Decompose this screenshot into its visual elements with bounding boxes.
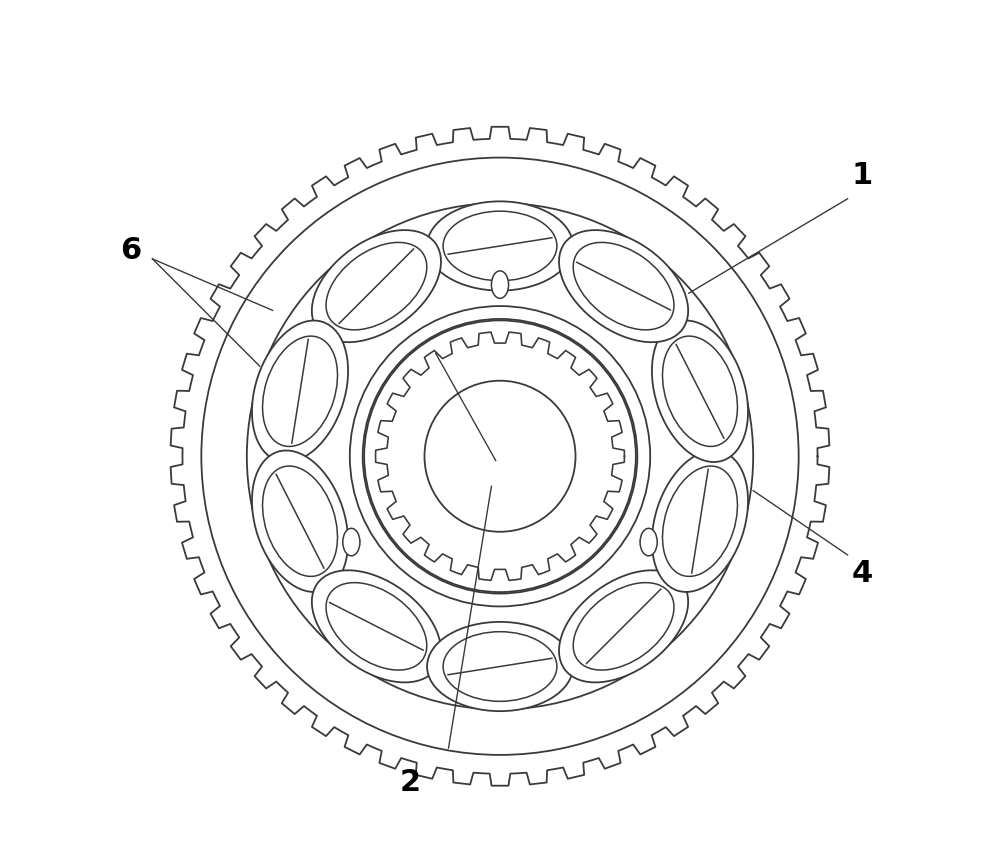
Text: 4: 4: [852, 560, 873, 588]
Ellipse shape: [312, 230, 441, 342]
Ellipse shape: [263, 336, 338, 447]
Ellipse shape: [263, 466, 338, 576]
Ellipse shape: [252, 450, 348, 592]
Ellipse shape: [252, 320, 348, 462]
Ellipse shape: [427, 622, 573, 711]
Ellipse shape: [573, 243, 674, 330]
Ellipse shape: [491, 271, 509, 298]
Ellipse shape: [312, 570, 441, 683]
Ellipse shape: [343, 529, 360, 556]
Ellipse shape: [559, 230, 688, 342]
Ellipse shape: [573, 583, 674, 670]
Text: 6: 6: [120, 236, 142, 265]
Ellipse shape: [662, 466, 737, 576]
Ellipse shape: [640, 529, 657, 556]
Ellipse shape: [427, 201, 573, 291]
Ellipse shape: [443, 632, 557, 702]
Text: 1: 1: [852, 161, 873, 190]
Ellipse shape: [326, 583, 427, 670]
Ellipse shape: [652, 450, 748, 592]
Text: 2: 2: [399, 768, 420, 797]
Ellipse shape: [652, 320, 748, 462]
Ellipse shape: [559, 570, 688, 683]
Ellipse shape: [326, 243, 427, 330]
Ellipse shape: [443, 211, 557, 281]
Ellipse shape: [662, 336, 737, 447]
